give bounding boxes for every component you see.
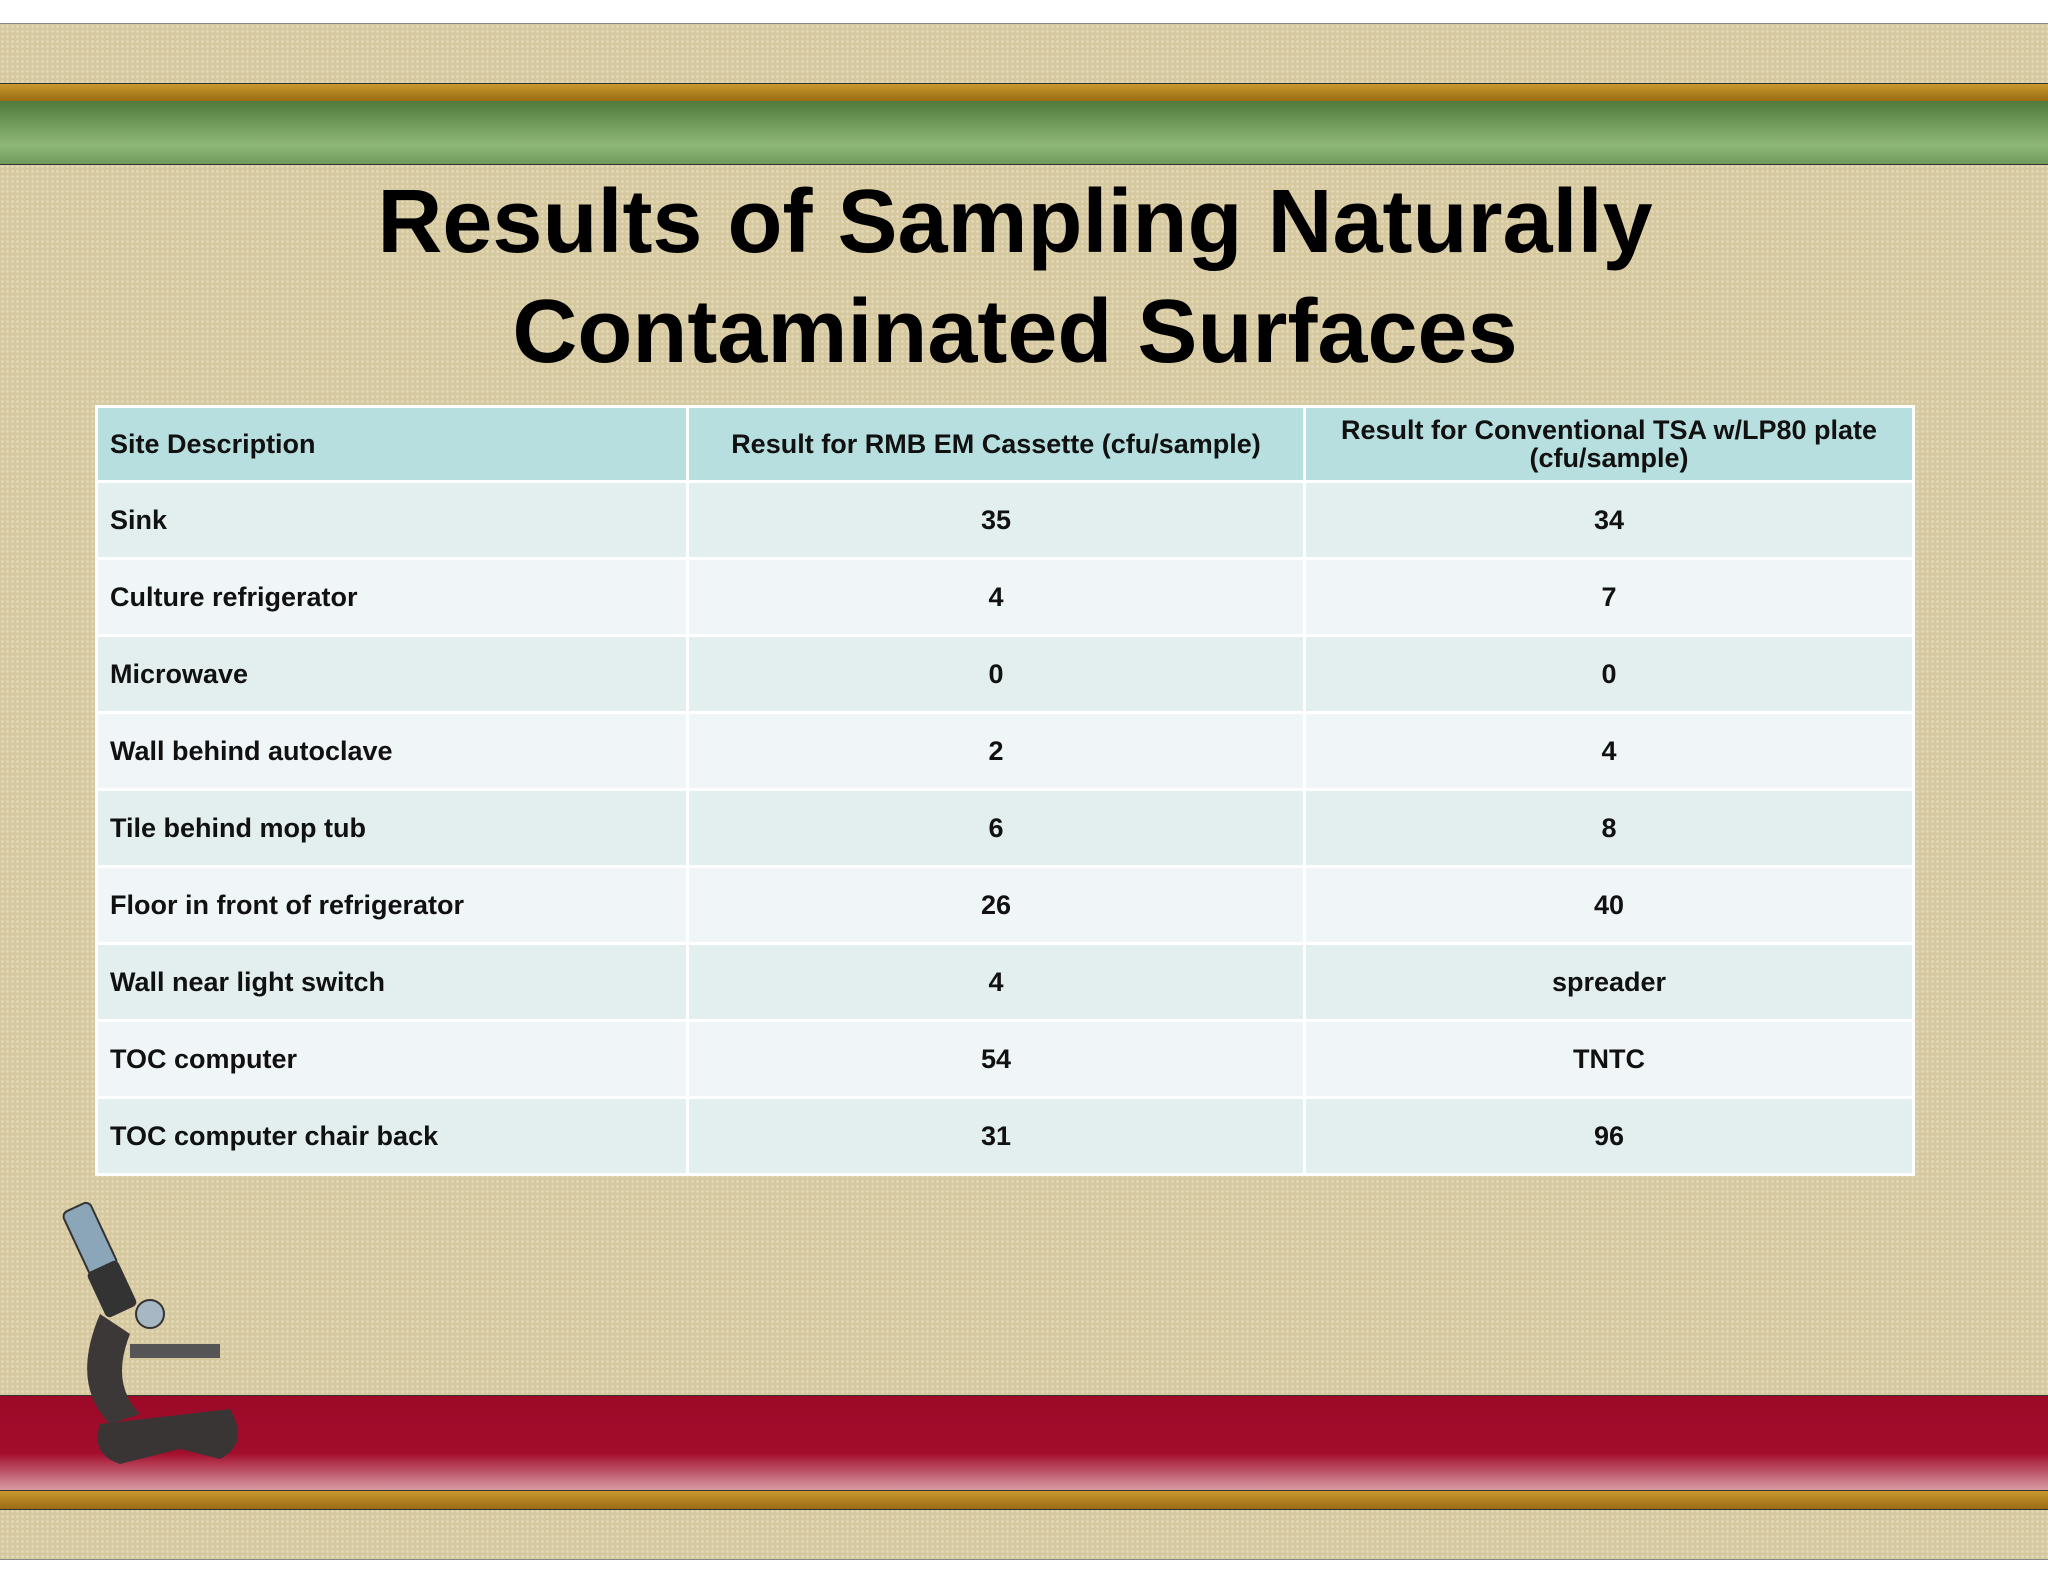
- table-cell: Floor in front of refrigerator: [95, 865, 689, 945]
- table-cell: Sink: [95, 480, 689, 560]
- table-cell: 35: [686, 480, 1306, 560]
- table-cell: Wall behind autoclave: [95, 711, 689, 791]
- table-cell: Culture refrigerator: [95, 557, 689, 637]
- gold-band: [0, 83, 2048, 102]
- table-row: Wall behind autoclave 2 4: [95, 711, 1915, 791]
- table-cell: 7: [1303, 557, 1915, 637]
- table-cell: 40: [1303, 865, 1915, 945]
- table-row: Sink 35 34: [95, 480, 1915, 560]
- table-cell: Microwave: [95, 634, 689, 714]
- green-band: [0, 101, 2048, 165]
- table-cell: 31: [686, 1096, 1306, 1176]
- table-row: Microwave 0 0: [95, 634, 1915, 714]
- table-cell: Wall near light switch: [95, 942, 689, 1022]
- title-line: Results of Sampling Naturally: [377, 172, 1653, 272]
- table-row: TOC computer chair back 31 96: [95, 1096, 1915, 1176]
- table-row: Culture refrigerator 4 7: [95, 557, 1915, 637]
- slide: Results of Sampling Naturally Contaminat…: [0, 23, 2048, 1560]
- microscope-icon: [62, 1201, 238, 1464]
- table-cell: 54: [686, 1019, 1306, 1099]
- slide-title: Results of Sampling Naturally Contaminat…: [0, 167, 2030, 387]
- table-cell: 8: [1303, 788, 1915, 868]
- table-row: Tile behind mop tub 6 8: [95, 788, 1915, 868]
- table-cell: 0: [1303, 634, 1915, 714]
- table-cell: 6: [686, 788, 1306, 868]
- header-cell: Result for Conventional TSA w/LP80 plate…: [1303, 405, 1915, 483]
- table-cell: TNTC: [1303, 1019, 1915, 1099]
- results-table: Site Description Result for RMB EM Casset…: [95, 405, 1915, 1176]
- gold-band: [0, 1490, 2048, 1510]
- table-row: TOC computer 54 TNTC: [95, 1019, 1915, 1099]
- table-cell: spreader: [1303, 942, 1915, 1022]
- header-cell: Result for RMB EM Cassette (cfu/sample): [686, 405, 1306, 483]
- table-cell: 34: [1303, 480, 1915, 560]
- table-cell: 26: [686, 865, 1306, 945]
- table-cell: Tile behind mop tub: [95, 788, 689, 868]
- table-cell: 4: [686, 557, 1306, 637]
- table-cell: 0: [686, 634, 1306, 714]
- table-body: Sink 35 34 Culture refrigerator 4 7 Microwave 0…: [95, 480, 1915, 1176]
- table-row: Wall near light switch 4 spreader: [95, 942, 1915, 1022]
- table-cell: 96: [1303, 1096, 1915, 1176]
- table-cell: 2: [686, 711, 1306, 791]
- table-cell: 4: [686, 942, 1306, 1022]
- red-band: [0, 1395, 2048, 1491]
- title-line: Contaminated Surfaces: [512, 282, 1518, 382]
- header-cell: Site Description: [95, 405, 689, 483]
- table-cell: TOC computer chair back: [95, 1096, 689, 1176]
- table-cell: TOC computer: [95, 1019, 689, 1099]
- table-row: Floor in front of refrigerator 26 40: [95, 865, 1915, 945]
- header-row: Site Description Result for RMB EM Casset…: [95, 405, 1915, 483]
- table-cell: 4: [1303, 711, 1915, 791]
